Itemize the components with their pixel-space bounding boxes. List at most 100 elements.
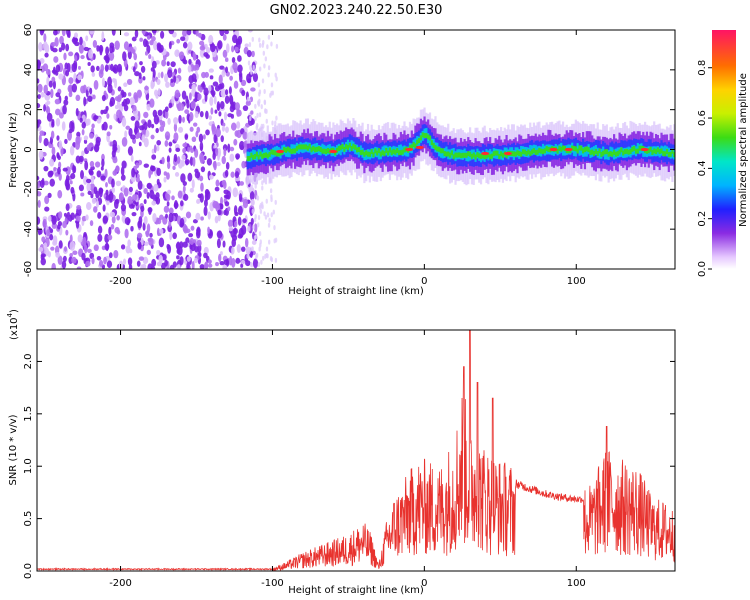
spectrogram-ridge-cell [428, 135, 432, 141]
spectrogram-noise-cell [84, 244, 88, 254]
spectrogram-noise-cell [171, 195, 175, 201]
spectrogram-noise-cell [159, 214, 164, 220]
spectrogram-noise-cell [92, 39, 98, 48]
spectrogram-ridge-cell [273, 150, 277, 156]
spectrogram-ridge-cell [576, 143, 579, 154]
spectrogram-noise-cell [270, 41, 273, 47]
spectrogram-noise-cell [124, 130, 128, 139]
spectrogram-noise-cell [183, 193, 189, 201]
spectrogram-noise-cell [215, 128, 221, 138]
spectrogram-noise-cell [190, 225, 195, 231]
spectrogram-noise-cell [199, 193, 204, 203]
spectrogram-noise-cell [183, 59, 188, 65]
spectrogram-noise-cell [98, 68, 104, 79]
spectrogram-noise-cell [250, 262, 254, 268]
spectrogram-noise-cell [59, 35, 64, 45]
spectrogram-noise-cell [258, 231, 262, 237]
spectrogram-xtick-label: -100 [261, 276, 284, 287]
spectrogram-ridge-cell [286, 146, 289, 152]
spectrogram-noise-cell [192, 51, 196, 60]
spectrogram-ridge-cell [412, 141, 415, 147]
spectrogram-ridge-cell [658, 148, 661, 154]
spectrogram-noise-cell [213, 95, 217, 105]
spectrogram-noise-cell [96, 256, 102, 261]
spectrogram-noise-cell [261, 185, 264, 191]
spectrogram-noise-cell [144, 85, 149, 91]
spectrogram-noise-cell [206, 190, 211, 201]
spectrogram-noise-cell [208, 115, 213, 121]
spectrogram-ridge-cell [370, 149, 373, 155]
spectrogram-ridge-cell [321, 148, 324, 154]
colorbar-gradient [712, 30, 736, 269]
spectrogram-noise-cell [120, 166, 125, 176]
spectrogram-noise-cell [37, 119, 40, 129]
spectrogram-noise-cell [138, 72, 142, 80]
spectrogram-noise-cell [202, 134, 206, 140]
spectrogram-noise-cell [234, 46, 239, 53]
spectrogram-ridge-cell [490, 153, 494, 159]
spectrogram-noise-cell [221, 179, 227, 186]
spectrogram-noise-cell [161, 59, 167, 67]
spectrogram-noise-cell [138, 216, 143, 225]
spectrogram-noise-cell [129, 97, 135, 106]
spectrogram-noise-cell [96, 45, 100, 52]
spectrogram-noise-cell [62, 104, 67, 115]
spectrogram-ridge-cell [620, 147, 623, 153]
spectrogram-noise-cell [89, 220, 94, 227]
spectrogram-noise-cell [260, 259, 263, 265]
spectrogram-noise-cell [44, 52, 49, 58]
spectrogram-ridge-cell [272, 149, 275, 155]
spectrogram-noise-cell [176, 255, 180, 260]
spectrogram-noise-cell [58, 240, 63, 249]
spectrogram-noise-cell [69, 145, 75, 156]
spectrogram-ridge-cell [469, 151, 472, 157]
spectrogram-noise-cell [167, 69, 173, 79]
spectrogram-ridge-cell [417, 138, 421, 144]
spectrogram-ridge-cell [359, 149, 362, 155]
spectrogram-noise-cell [222, 240, 226, 248]
spectrogram-noise-cell [123, 82, 128, 87]
spectrogram-noise-cell [85, 214, 89, 221]
spectrogram-noise-cell [270, 212, 273, 218]
spectrogram-noise-cell [156, 167, 162, 177]
spectrogram-noise-cell [61, 30, 66, 37]
spectrogram-noise-cell [62, 167, 68, 172]
spectrogram-ridge-cell [611, 151, 614, 157]
spectrogram-noise-cell [177, 126, 184, 133]
spectrogram-noise-cell [185, 160, 189, 166]
spectrogram-noise-cell [115, 198, 120, 205]
spectrogram-noise-cell [263, 63, 266, 69]
spectrogram-noise-cell [114, 226, 120, 234]
spectrogram-noise-cell [184, 109, 190, 114]
spectrogram-ridge-cell [642, 146, 645, 157]
spectrogram-noise-cell [246, 50, 252, 58]
spectrogram-ridge-cell [603, 149, 607, 160]
spectrogram-ridge-cell [452, 154, 455, 160]
spectrogram-noise-cell [81, 252, 86, 261]
spectrogram-noise-cell [69, 252, 73, 258]
spectrogram-ridge-cell [532, 148, 536, 154]
spectrogram-noise-cell [240, 246, 246, 252]
spectrogram-noise-cell [168, 41, 172, 50]
snr-data [37, 330, 675, 571]
spectrogram-noise-cell [47, 215, 52, 222]
spectrogram-peak-cell [329, 149, 338, 154]
spectrogram-xlabel: Height of straight line (km) [288, 286, 424, 297]
spectrogram-noise-cell [195, 229, 201, 239]
spectrogram-noise-cell [95, 190, 100, 199]
spectrogram-noise-cell [217, 209, 222, 216]
spectrogram-ridge-cell [547, 146, 550, 152]
spectrogram-noise-cell [189, 237, 194, 245]
spectrogram-noise-cell [180, 200, 184, 207]
spectrogram-noise-cell [197, 32, 202, 38]
spectrogram-ridge-cell [492, 151, 495, 157]
spectrogram-ridge-cell [669, 151, 672, 157]
spectrogram-noise-cell [69, 241, 76, 251]
spectrogram-noise-cell [111, 30, 116, 36]
spectrogram-noise-cell [74, 41, 80, 47]
spectrogram-noise-cell [184, 134, 189, 140]
spectrogram-ridge-cell [571, 145, 574, 151]
spectrogram-noise-cell [190, 148, 194, 154]
spectrogram-noise-cell [123, 32, 130, 37]
spectrogram-noise-cell [100, 166, 104, 171]
